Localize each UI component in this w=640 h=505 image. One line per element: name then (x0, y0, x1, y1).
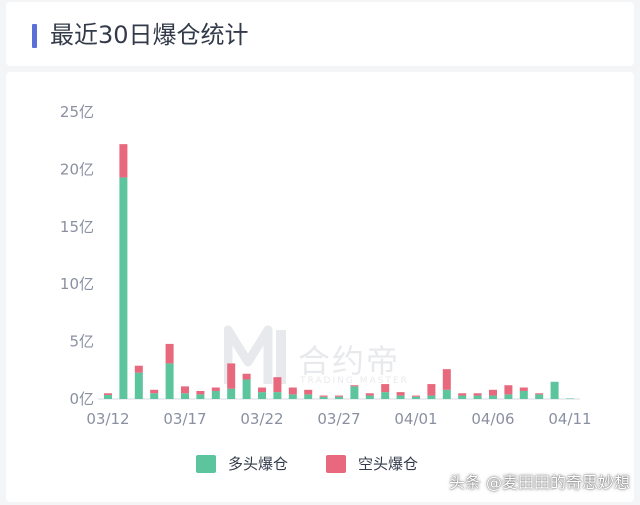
bar-long (396, 395, 405, 399)
bar-long (489, 395, 497, 399)
y-tick-label: 20亿 (60, 160, 94, 178)
bar-long (288, 394, 297, 399)
bar-short (273, 377, 282, 393)
credit-text: 头条 @麦田田的奇思妙想 (448, 473, 630, 492)
bar-long (242, 379, 251, 399)
bar-long (442, 389, 451, 399)
bar-long (365, 395, 374, 399)
bar-long (196, 394, 205, 399)
bar-long (504, 394, 513, 399)
bar-long (119, 177, 128, 399)
bar-long (350, 386, 359, 399)
bar-short (258, 387, 266, 393)
bar-long (165, 363, 174, 399)
y-tick-label: 15亿 (60, 218, 94, 236)
bar-short (165, 343, 174, 364)
bar-long (535, 394, 544, 399)
legend-short-label: 空头爆仓 (358, 455, 418, 473)
bar-short (350, 385, 359, 387)
bar-long (335, 396, 343, 399)
bar-long (181, 393, 189, 399)
bar-short (412, 395, 420, 397)
x-tick-label: 03/27 (317, 410, 360, 428)
chart-card: 合约帝 TRADING MASTER 0亿 5亿 10亿 15亿 20亿 25亿 03/12… (6, 72, 634, 502)
bar-short (227, 363, 236, 389)
x-tick-label: 03/22 (240, 410, 283, 428)
bar-short (288, 387, 297, 395)
bar-short (365, 393, 374, 396)
bar-short (211, 387, 220, 391)
bar-long (273, 392, 282, 399)
bar-short (181, 386, 189, 394)
bar-short (427, 384, 436, 396)
bar-short (519, 387, 528, 391)
header-card: 最近30日爆仓统计 (6, 2, 634, 66)
bar-long (550, 381, 559, 399)
y-tick-label: 25亿 (60, 103, 94, 121)
liquidation-chart: 0亿 5亿 10亿 15亿 20亿 25亿 03/12 03/17 03/22 03/27 04/0… (60, 103, 592, 473)
bar-short (458, 393, 467, 396)
bar-long (227, 388, 236, 399)
bar-short (104, 393, 112, 395)
bar-long (458, 395, 467, 399)
bar-long (412, 396, 420, 399)
bar-long (134, 372, 143, 399)
bar-long (473, 395, 482, 399)
bar-short (504, 385, 513, 395)
bar-short (335, 395, 343, 397)
bar-short (242, 373, 251, 380)
y-tick-label: 10亿 (60, 275, 94, 293)
bar-long (211, 390, 220, 399)
bar-long (104, 394, 112, 399)
legend-long-label: 多头爆仓 (228, 455, 288, 473)
bar-long (150, 393, 159, 399)
x-tick-label: 03/12 (86, 410, 129, 428)
x-tick-label: 04/11 (548, 410, 591, 428)
bar-short (119, 144, 128, 178)
bar-long (519, 390, 528, 399)
bar-long (319, 396, 328, 399)
x-tick-label: 04/06 (471, 410, 514, 428)
x-tick-label: 04/01 (394, 410, 437, 428)
y-tick-label: 0亿 (69, 390, 94, 408)
bar-short (535, 393, 544, 395)
bar-short (134, 365, 143, 373)
y-tick-label: 5亿 (69, 333, 94, 351)
bar-long (427, 395, 436, 399)
bar-short (473, 393, 482, 396)
bar-long (381, 392, 390, 399)
bar-short (396, 392, 405, 396)
bar-short (489, 389, 497, 396)
bar-short (381, 384, 390, 393)
bar-short (304, 389, 313, 395)
title-accent-bar (32, 24, 37, 48)
bar-short (442, 369, 451, 390)
bar-long (258, 392, 266, 399)
bar-short (196, 390, 205, 395)
x-tick-label: 03/17 (163, 410, 206, 428)
legend-long-swatch (196, 455, 216, 473)
bar-short (150, 389, 159, 394)
bar-short (319, 395, 328, 397)
bar-long (566, 398, 574, 399)
page-title: 最近30日爆仓统计 (50, 21, 249, 49)
legend-short-swatch (326, 455, 346, 473)
bar-long (304, 394, 313, 399)
